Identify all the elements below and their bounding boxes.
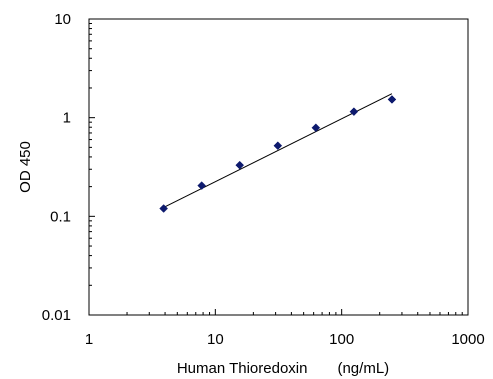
data-point [311,123,321,133]
x-tick-label: 1000 [451,331,484,348]
data-marks [159,93,397,213]
y-tick-label: 0.1 [50,208,71,225]
x-tick-label: 1 [85,331,93,348]
data-point [273,141,283,151]
data-point [387,95,397,104]
data-point [235,160,245,170]
x-axis-ticks: 1 10 100 1000 [85,309,485,348]
y-tick-label: 0.01 [42,307,71,324]
y-tick-label: 1 [63,110,71,127]
plot-area [88,18,469,316]
data-point [349,107,359,117]
y-axis-title: OD 450 [17,141,34,193]
trendline [163,93,393,208]
plot-frame [88,18,469,316]
y-tick-label: 10 [54,11,71,28]
x-axis-title: Human Thioredoxin (ng/mL) [177,360,389,377]
data-point [159,204,169,213]
x-tick-label: 100 [329,331,354,348]
x-tick-label: 10 [207,331,224,348]
data-point [197,181,207,190]
y-axis-ticks: 0.01 0.1 1 10 [42,11,95,324]
